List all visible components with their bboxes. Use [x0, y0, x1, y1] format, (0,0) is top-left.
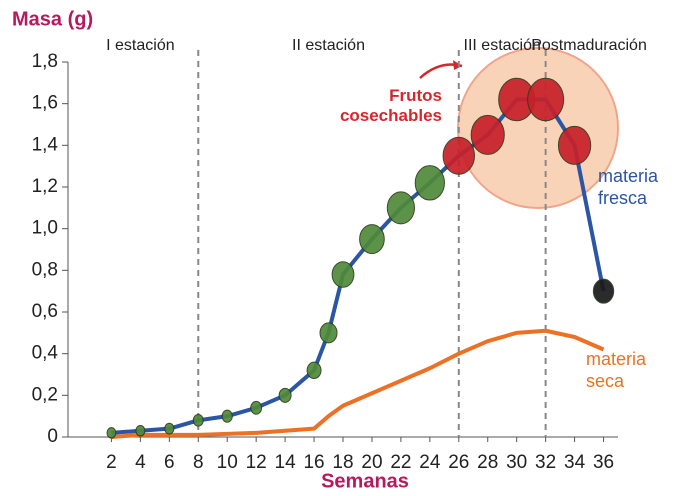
y-tick-label: 1,2: [32, 176, 58, 197]
fruit-marker: [359, 224, 385, 255]
fruit-marker: [278, 387, 292, 403]
y-tick-label: 0,4: [32, 343, 59, 364]
fruit-marker: [221, 409, 233, 423]
fruit-marker: [527, 77, 565, 122]
y-tick-label: 0,2: [32, 384, 58, 405]
x-tick-label: 6: [164, 452, 175, 473]
legend-label: materia fresca: [598, 166, 659, 208]
fruit-marker: [386, 191, 415, 225]
x-tick-label: 24: [419, 452, 441, 473]
x-tick-label: 2: [106, 452, 117, 473]
series-line: [111, 328, 605, 439]
fruit-marker: [414, 165, 445, 201]
x-tick-label: 28: [477, 452, 498, 473]
x-tick-label: 30: [506, 452, 527, 473]
x-tick-label: 8: [193, 452, 204, 473]
y-tick-label: 0: [47, 426, 58, 447]
fruit-marker: [331, 261, 355, 288]
fruit-marker: [164, 422, 175, 435]
x-tick-label: 4: [135, 452, 146, 473]
fruit-marker: [442, 136, 476, 175]
period-label: Postmaduración: [531, 37, 647, 54]
period-label: I estación: [106, 37, 174, 54]
y-tick-label: 1,6: [32, 93, 58, 114]
fruit-marker: [135, 424, 146, 437]
period-label: III estación: [464, 37, 541, 54]
y-tick-label: 0,8: [32, 259, 58, 280]
x-tick-label: 12: [246, 452, 267, 473]
x-tick-label: 32: [535, 452, 556, 473]
fruit-marker: [592, 278, 615, 304]
y-tick-label: 1,8: [32, 51, 58, 72]
y-tick-label: 1,0: [32, 218, 58, 239]
y-axis-title: Masa (g): [12, 8, 93, 30]
fruit-marker: [470, 114, 505, 155]
fruit-marker: [319, 322, 338, 344]
arrow-head: [453, 60, 462, 70]
x-tick-label: 26: [448, 452, 469, 473]
fruit-marker: [192, 414, 204, 427]
x-tick-label: 10: [217, 452, 238, 473]
x-tick-label: 34: [564, 452, 586, 473]
x-tick-label: 16: [303, 452, 324, 473]
fruit-marker: [306, 361, 322, 380]
x-axis-title: Semanas: [321, 470, 409, 492]
legend-label: materia seca: [586, 349, 647, 391]
fruit-marker: [557, 125, 592, 165]
x-tick-label: 18: [332, 452, 353, 473]
x-tick-label: 36: [593, 452, 614, 473]
y-tick-label: 1,4: [32, 134, 59, 155]
x-tick-label: 22: [390, 452, 411, 473]
x-tick-label: 20: [361, 452, 382, 473]
fruit-marker: [106, 427, 117, 439]
period-label: II estación: [292, 37, 365, 54]
annotation: Frutos cosechables: [339, 86, 442, 125]
x-tick-label: 14: [275, 452, 297, 473]
y-tick-label: 0,6: [32, 301, 58, 322]
fruit-marker: [250, 400, 263, 415]
